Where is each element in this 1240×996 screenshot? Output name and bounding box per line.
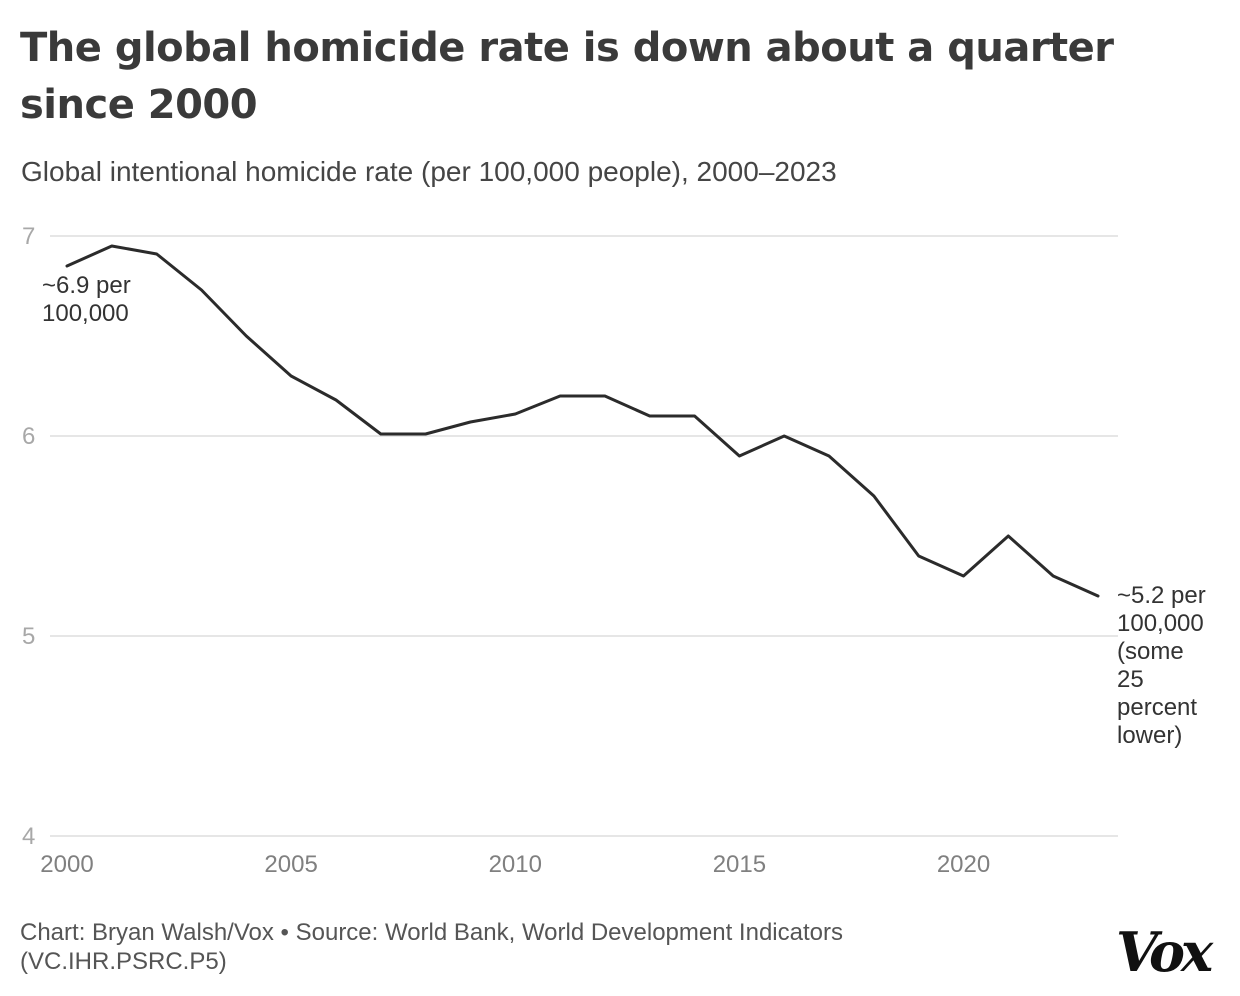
data-point-2000 (65, 264, 69, 268)
annotation-line: ~5.2 per (1117, 582, 1206, 609)
x-tick-label: 2020 (937, 851, 990, 878)
annotation-line: percent (1117, 694, 1197, 721)
homicide-rate-line (65, 244, 1100, 598)
data-point-2013 (648, 414, 652, 418)
data-point-2016 (782, 434, 786, 438)
data-point-2014 (693, 414, 697, 418)
data-point-2012 (603, 394, 607, 398)
data-point-2006 (334, 398, 338, 402)
data-point-2002 (155, 252, 159, 256)
x-tick-label: 2000 (40, 851, 93, 878)
annotations: ~6.9 per 100,000~5.2 per 100,000 (some 25 per… (42, 272, 1206, 749)
end-value-annotation: ~5.2 per 100,000 (some 25 percent lower) (1117, 582, 1206, 749)
annotation-line: (some (1117, 638, 1184, 665)
data-point-2018 (872, 494, 876, 498)
data-point-2007 (379, 432, 383, 436)
data-point-2019 (917, 554, 921, 558)
x-tick-label: 2015 (713, 851, 766, 878)
annotation-line: lower) (1117, 722, 1182, 749)
grid-lines (50, 235, 1118, 837)
data-point-2008 (424, 432, 428, 436)
y-axis-ticks: 4 5 6 7 (22, 223, 35, 850)
data-point-2011 (558, 394, 562, 398)
data-point-2022 (1051, 574, 1055, 578)
x-tick-label: 2005 (264, 851, 317, 878)
data-point-2005 (289, 374, 293, 378)
annotation-line: ~6.9 per (42, 272, 131, 299)
y-tick-label: 6 (22, 423, 35, 450)
y-tick-label: 4 (22, 823, 35, 850)
data-point-2004 (244, 334, 248, 338)
data-point-2010 (513, 412, 517, 416)
vox-logo: Vox (1116, 920, 1213, 984)
annotation-line: 25 (1117, 666, 1144, 693)
y-tick-label: 5 (22, 623, 35, 650)
data-point-2003 (199, 288, 203, 292)
y-tick-label: 7 (22, 223, 35, 250)
start-value-annotation: ~6.9 per 100,000 (42, 272, 131, 327)
data-point-2015 (737, 454, 741, 458)
data-point-2009 (468, 420, 472, 424)
chart-title: The global homicide rate is down about a… (20, 25, 1114, 128)
data-point-2017 (827, 454, 831, 458)
chart-subtitle: Global intentional homicide rate (per 10… (21, 156, 837, 187)
data-points (65, 244, 1100, 598)
x-tick-label: 2010 (489, 851, 542, 878)
x-axis-ticks: 2000 2005 2010 2015 2020 (40, 851, 990, 878)
data-point-2023 (1096, 594, 1100, 598)
data-point-2001 (110, 244, 114, 248)
data-point-2020 (962, 574, 966, 578)
annotation-line: 100,000 (1117, 610, 1204, 637)
annotation-line: 100,000 (42, 300, 129, 327)
source-credit: Chart: Bryan Walsh/Vox • Source: World B… (20, 919, 843, 975)
data-point-2021 (1006, 534, 1010, 538)
